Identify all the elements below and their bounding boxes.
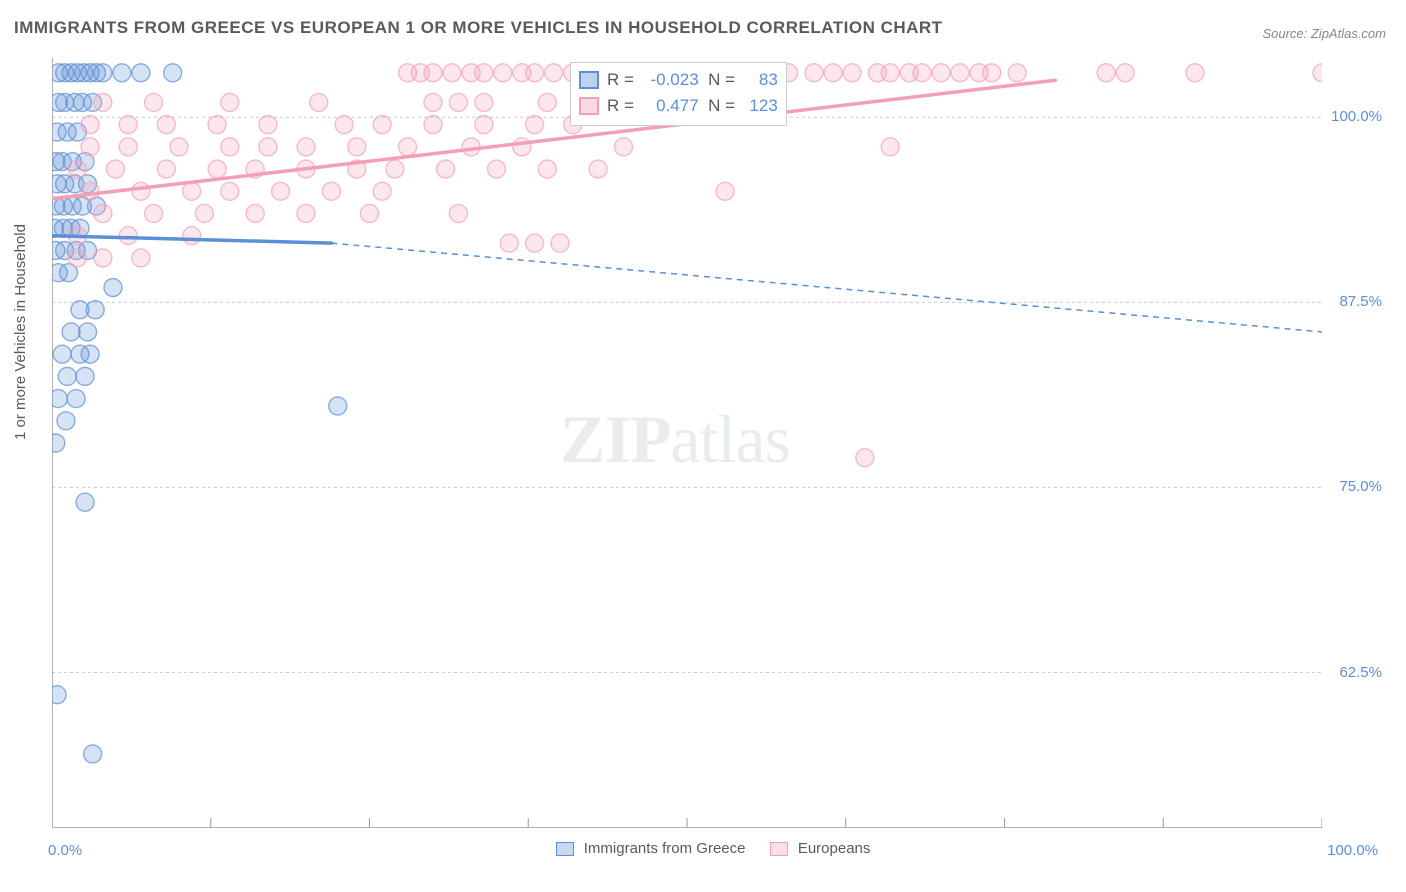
r-label: R = [607, 67, 634, 93]
r-value-europeans: 0.477 [639, 93, 699, 119]
legend-swatch-europeans [770, 842, 788, 856]
legend-label-greece: Immigrants from Greece [584, 840, 746, 857]
legend-box-swatch-europeans [579, 97, 599, 115]
scatter-plot-svg [52, 58, 1322, 828]
legend-row-greece: R = -0.023 N = 83 [579, 67, 778, 93]
y-tick-label: 75.0% [1339, 478, 1382, 495]
y-tick-label: 100.0% [1331, 108, 1382, 125]
legend-swatch-greece [556, 842, 574, 856]
y-tick-label: 87.5% [1339, 293, 1382, 310]
source-credit: Source: ZipAtlas.com [1262, 26, 1386, 41]
n-value-europeans: 123 [740, 93, 778, 119]
source-prefix: Source: [1262, 26, 1310, 41]
source-link[interactable]: ZipAtlas.com [1311, 26, 1386, 41]
n-label: N = [708, 93, 735, 119]
legend-box-swatch-greece [579, 71, 599, 89]
n-value-greece: 83 [740, 67, 778, 93]
legend-row-europeans: R = 0.477 N = 123 [579, 93, 778, 119]
legend-label-europeans: Europeans [798, 840, 871, 857]
n-label: N = [708, 67, 735, 93]
r-label: R = [607, 93, 634, 119]
r-value-greece: -0.023 [639, 67, 699, 93]
chart-area [52, 58, 1322, 828]
y-axis-label: 1 or more Vehicles in Household [12, 224, 29, 440]
legend-bottom: Immigrants from Greece Europeans [0, 840, 1406, 857]
chart-title: IMMIGRANTS FROM GREECE VS EUROPEAN 1 OR … [14, 18, 943, 38]
y-tick-label: 62.5% [1339, 664, 1382, 681]
legend-stats-box: R = -0.023 N = 83 R = 0.477 N = 123 [570, 62, 787, 126]
